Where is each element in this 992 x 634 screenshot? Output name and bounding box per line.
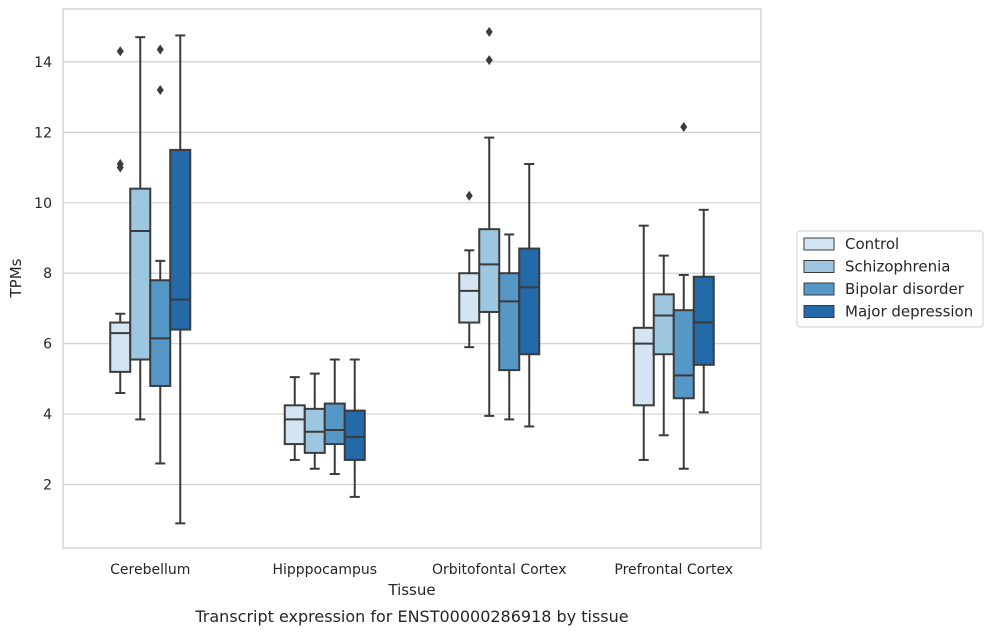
x-tick-label: Hipppocampus bbox=[272, 562, 377, 578]
box bbox=[129, 36, 152, 421]
box bbox=[303, 372, 326, 470]
box bbox=[343, 358, 366, 498]
box-body bbox=[458, 272, 481, 324]
legend-label: Schizophrenia bbox=[845, 258, 950, 276]
x-axis-title: Tissue bbox=[387, 581, 435, 599]
y-tick-label: 12 bbox=[34, 125, 52, 141]
gridlines bbox=[63, 61, 761, 486]
legend-frame bbox=[796, 230, 984, 328]
legend-item: Schizophrenia bbox=[803, 258, 950, 276]
box bbox=[518, 163, 541, 428]
box-body bbox=[498, 272, 521, 372]
x-tick-label: Prefrontal Cortex bbox=[614, 562, 733, 578]
series-control bbox=[109, 46, 655, 461]
box-body bbox=[323, 402, 346, 446]
legend-item: Control bbox=[803, 235, 899, 253]
box bbox=[652, 254, 675, 437]
legend-label: Bipolar disorder bbox=[845, 280, 965, 298]
box bbox=[672, 122, 695, 470]
legend-label: Control bbox=[845, 235, 899, 253]
outlier-point bbox=[116, 159, 124, 170]
legend-swatch bbox=[803, 282, 835, 296]
plot-area-frame bbox=[62, 8, 762, 549]
x-axis-ticks: Cerebellum Hipppocampus Orbitofontal Corte… bbox=[110, 562, 733, 578]
y-tick-label: 6 bbox=[43, 337, 52, 353]
y-tick-label: 8 bbox=[43, 266, 52, 282]
box-body bbox=[169, 148, 192, 331]
y-axis-title: TPMs bbox=[7, 258, 25, 298]
box-body bbox=[518, 247, 541, 356]
x-tick-label: Orbitofontal Cortex bbox=[432, 562, 567, 578]
box-series bbox=[109, 26, 715, 525]
legend-item: Major depression bbox=[803, 303, 973, 321]
legend: Control Schizophrenia Bipolar disorder Majo… bbox=[796, 230, 984, 328]
legend-items: Control Schizophrenia Bipolar disorder Majo… bbox=[803, 235, 973, 321]
box bbox=[692, 208, 715, 414]
box bbox=[109, 46, 132, 394]
outlier-point bbox=[156, 44, 164, 55]
figure-caption: Transcript expression for ENST0000028691… bbox=[194, 607, 628, 626]
legend-swatch bbox=[803, 260, 835, 273]
box-body bbox=[109, 321, 132, 373]
box-body bbox=[672, 309, 695, 400]
box bbox=[169, 34, 192, 525]
box bbox=[478, 26, 501, 417]
y-axis-ticks: 2 4 6 8 10 12 14 bbox=[34, 55, 52, 494]
box bbox=[498, 233, 521, 421]
box-body bbox=[652, 293, 675, 356]
legend-item: Bipolar disorder bbox=[803, 280, 965, 298]
box bbox=[632, 224, 655, 461]
box-body bbox=[283, 404, 306, 446]
box-body bbox=[632, 326, 655, 407]
box-body bbox=[129, 187, 152, 361]
box bbox=[458, 190, 481, 349]
x-tick-label: Cerebellum bbox=[110, 562, 190, 578]
outlier-point bbox=[465, 190, 473, 201]
series-bipolar-disorder bbox=[149, 44, 695, 476]
y-tick-label: 10 bbox=[34, 196, 52, 212]
legend-swatch bbox=[803, 305, 835, 318]
y-tick-label: 4 bbox=[43, 407, 52, 423]
outlier-point bbox=[680, 122, 688, 133]
box bbox=[323, 358, 346, 476]
y-tick-label: 2 bbox=[43, 478, 52, 494]
outlier-point bbox=[116, 46, 124, 57]
box-body bbox=[692, 275, 715, 366]
box-body bbox=[343, 409, 366, 461]
legend-swatch bbox=[803, 237, 835, 251]
legend-label: Major depression bbox=[845, 303, 973, 321]
series-schizophrenia bbox=[129, 26, 675, 470]
y-tick-label: 14 bbox=[34, 55, 52, 71]
outlier-point bbox=[156, 85, 164, 96]
box-body bbox=[478, 228, 501, 313]
outlier-point bbox=[485, 26, 493, 37]
series-major-depression bbox=[169, 34, 715, 525]
box bbox=[149, 44, 172, 465]
box-body bbox=[149, 279, 172, 387]
box bbox=[283, 376, 306, 461]
outlier-point bbox=[485, 55, 493, 66]
